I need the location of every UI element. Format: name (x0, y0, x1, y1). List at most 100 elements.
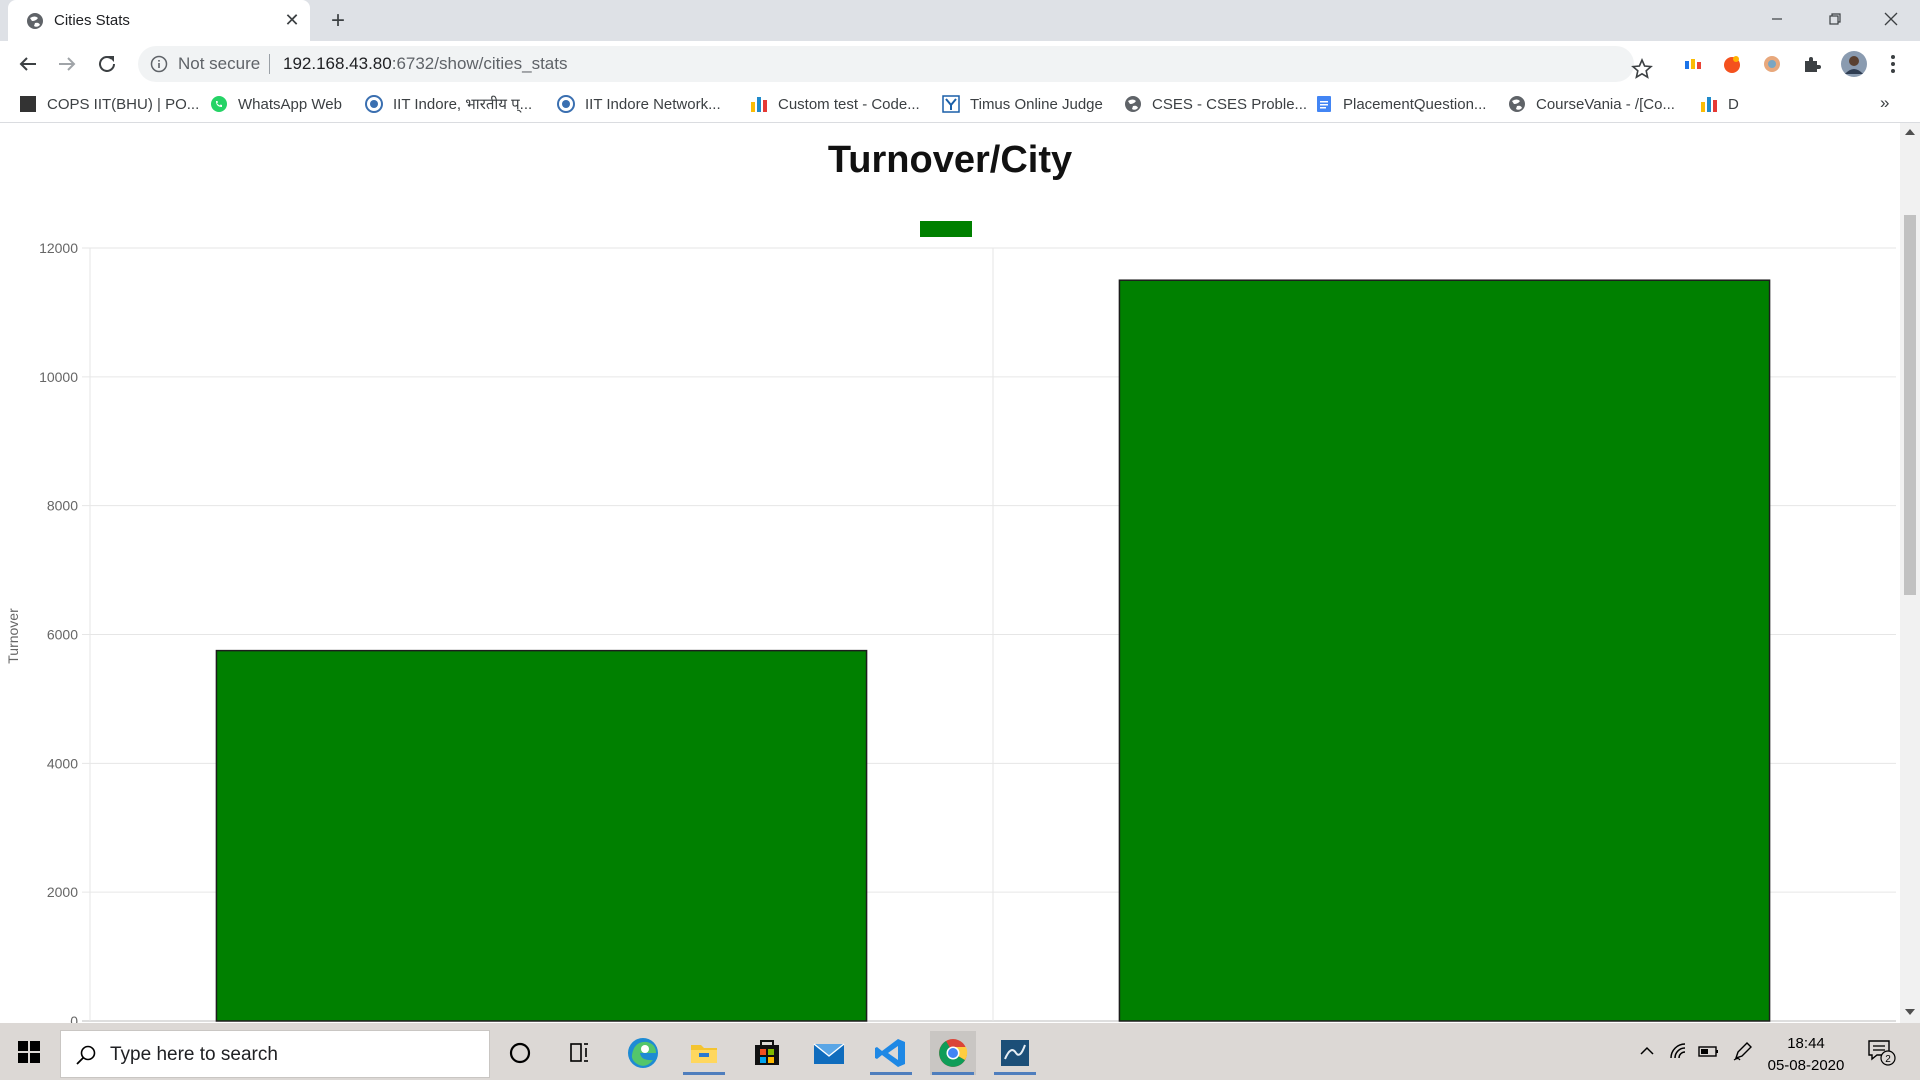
search-icon (76, 1045, 96, 1065)
legend-swatch[interactable] (920, 221, 972, 237)
bookmark-label: COPS IIT(BHU) | PO... (47, 95, 200, 113)
url-text[interactable]: 192.168.43.80:6732/show/cities_stats (283, 54, 567, 74)
bookmark-label: D (1728, 95, 1739, 113)
bookmark-label: WhatsApp Web (238, 95, 342, 113)
cops-icon (20, 96, 36, 112)
vertical-scrollbar[interactable] (1900, 123, 1920, 1023)
extension-icon[interactable] (1721, 53, 1743, 75)
reload-icon[interactable] (93, 50, 121, 78)
y-tick-label: 10000 (39, 369, 78, 385)
scroll-down-icon[interactable] (1905, 1009, 1915, 1015)
windows-start-icon[interactable] (18, 1041, 40, 1063)
vscode-icon (875, 1039, 905, 1067)
tab-strip: Cities Stats ✕ + (0, 0, 1920, 41)
chart-axes: 0 2000 4000 6000 8000 10000 12000 (39, 240, 78, 1023)
browser-tab[interactable]: Cities Stats ✕ (8, 0, 310, 41)
taskbar-app-mysql-workbench[interactable] (992, 1031, 1038, 1075)
search-placeholder: Type here to search (110, 1044, 278, 1065)
bar-chart: 0 2000 4000 6000 8000 10000 12000 Turnover/Cit… (5, 139, 1896, 1023)
bookmarks-bar: COPS IIT(BHU) | PO... WhatsApp Web IIT I… (0, 87, 1920, 123)
bookmarks-overflow-button[interactable]: » (1880, 93, 1890, 112)
bookmark-item[interactable]: Timus Online Judge (942, 94, 1103, 114)
bookmark-label: PlacementQuestion... (1343, 95, 1487, 113)
address-bar[interactable]: Not secure 192.168.43.80:6732/show/citie… (138, 46, 1653, 82)
taskbar-app-file-explorer[interactable] (681, 1031, 727, 1075)
taskbar-app-mail[interactable] (806, 1031, 852, 1075)
extension-icon[interactable] (1682, 53, 1704, 75)
taskbar-app-chrome[interactable] (930, 1031, 976, 1075)
chart-title: Turnover/City (828, 139, 1072, 181)
star-icon[interactable] (1631, 58, 1653, 80)
task-view-button[interactable] (556, 1031, 602, 1075)
tab-close-icon[interactable]: ✕ (284, 10, 300, 30)
scrollbar-thumb[interactable] (1904, 215, 1916, 595)
url-path: :6732/show/cities_stats (391, 54, 568, 73)
taskbar-app-edge[interactable] (620, 1031, 666, 1075)
windows-taskbar: Type here to search 18:44 05-08-2020 2 (0, 1023, 1920, 1080)
y-tick-label: 6000 (47, 627, 78, 643)
bookmark-label: Custom test - Code... (778, 95, 920, 113)
bookmark-item[interactable]: WhatsApp Web (210, 94, 342, 114)
close-icon (1884, 12, 1898, 26)
bookmark-label: Timus Online Judge (970, 95, 1103, 113)
new-tab-button[interactable]: + (330, 7, 345, 34)
puzzle-icon[interactable] (1801, 53, 1823, 75)
browser-toolbar: Not secure 192.168.43.80:6732/show/citie… (0, 41, 1920, 87)
forward-arrow-icon[interactable] (53, 50, 81, 78)
menu-icon[interactable] (1882, 52, 1904, 76)
codeforces-icon (751, 97, 767, 112)
back-arrow-icon[interactable] (14, 50, 42, 78)
globe-icon (1125, 96, 1141, 112)
bookmark-item[interactable]: CourseVania - /[Co... (1508, 94, 1675, 114)
bookmark-item[interactable]: PlacementQuestion... (1315, 94, 1486, 114)
cortana-icon (509, 1042, 531, 1064)
running-indicator (870, 1072, 912, 1075)
info-icon[interactable] (150, 55, 168, 73)
scroll-up-icon[interactable] (1905, 129, 1915, 135)
y-axis-label: Turnover (5, 608, 21, 664)
y-tick-label: 0 (70, 1013, 78, 1023)
battery-icon[interactable] (1698, 1041, 1720, 1061)
docs-icon (1317, 96, 1331, 112)
taskbar-app-vscode[interactable] (868, 1031, 914, 1075)
bookmark-item[interactable]: D (1700, 94, 1739, 114)
wifi-icon[interactable] (1668, 1041, 1688, 1061)
page-content: 0 2000 4000 6000 8000 10000 12000 Turnover/Cit… (0, 123, 1900, 1023)
minimize-button[interactable] (1748, 0, 1806, 38)
iit-indore-icon (557, 95, 575, 113)
restore-icon (1829, 13, 1841, 25)
chevron-up-icon[interactable] (1638, 1042, 1656, 1060)
globe-icon (27, 13, 43, 29)
globe-icon (1509, 96, 1525, 112)
bookmark-label: IIT Indore, भारतीय प्... (393, 96, 533, 113)
close-window-button[interactable] (1862, 0, 1920, 38)
running-indicator (683, 1072, 725, 1075)
taskbar-search-box[interactable]: Type here to search (60, 1030, 490, 1078)
omnibox-divider (269, 54, 270, 74)
clock-date[interactable]: 05-08-2020 (1767, 1057, 1845, 1074)
notification-icon[interactable]: 2 (1866, 1038, 1896, 1066)
bookmark-item[interactable]: Custom test - Code... (750, 94, 920, 114)
bookmark-item[interactable]: IIT Indore Network... (557, 94, 721, 114)
bar[interactable] (215, 649, 868, 1022)
avatar[interactable] (1841, 51, 1867, 77)
whatsapp-icon (211, 96, 227, 112)
restore-button[interactable] (1806, 0, 1864, 38)
bookmark-item[interactable]: IIT Indore, भारतीय प्... (365, 94, 532, 114)
bookmark-item[interactable]: COPS IIT(BHU) | PO... (19, 94, 199, 114)
mysql-workbench-icon (1001, 1040, 1029, 1066)
extension-icon[interactable] (1761, 53, 1783, 75)
security-label[interactable]: Not secure (178, 54, 261, 73)
iit-indore-icon (365, 95, 383, 113)
taskbar-app-store[interactable] (744, 1031, 790, 1075)
bookmark-item[interactable]: CSES - CSES Proble... (1124, 94, 1307, 114)
clock-time[interactable]: 18:44 (1787, 1035, 1825, 1052)
pen-icon[interactable] (1732, 1040, 1754, 1062)
minimize-icon (1772, 18, 1782, 20)
cortana-button[interactable] (497, 1031, 543, 1075)
bar[interactable] (1118, 279, 1771, 1022)
chrome-icon (939, 1039, 968, 1067)
task-view-icon (570, 1043, 588, 1062)
running-indicator (994, 1072, 1036, 1075)
y-tick-label: 8000 (47, 498, 78, 514)
